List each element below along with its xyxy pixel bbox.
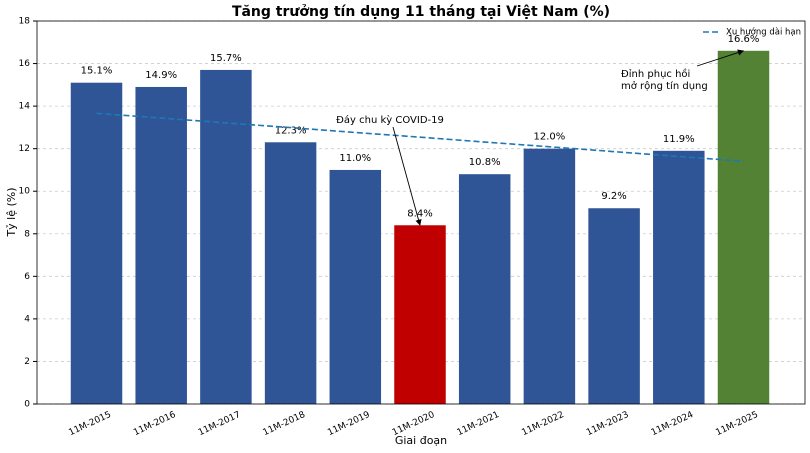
x-axis-label: Giai đoạn [395,434,447,447]
x-tick-label: 11M-2025 [714,410,759,438]
bar [264,142,317,405]
y-tick-label: 0 [24,400,30,410]
y-tick-label: 10 [19,187,31,197]
annotation: Đáy chu kỳ COVID-19 [336,114,444,126]
bar [135,86,187,404]
bar [200,69,252,404]
bar [523,148,576,404]
y-tick-label: 16 [19,59,31,69]
annotation-arrow [392,126,422,226]
x-tick-label: 11M-2019 [326,410,372,438]
bar [717,50,770,405]
value-label: 16.6% [728,34,760,45]
value-label: 15.1% [81,66,113,77]
trend-line [96,112,744,163]
y-axis-label: Tỷ lệ (%) [5,187,18,237]
y-tick-label: 14 [19,102,31,112]
y-tick-label: 8 [24,229,30,239]
bar [653,150,705,404]
bar [394,225,446,404]
y-tick-label: 4 [24,314,30,324]
y-tick-label: 12 [19,144,30,154]
legend: Xu hướng dài hạn [703,27,801,38]
plot-frame [36,20,806,405]
x-tick-label: 11M-2018 [262,410,308,438]
x-tick-label: 11M-2016 [132,410,178,438]
y-tick-label: 2 [24,357,30,367]
annotation: Đỉnh phục hồi [621,68,690,80]
bar [588,208,640,404]
x-tick-label: 11M-2015 [67,410,112,438]
bar [329,169,382,404]
value-label: 12.0% [534,132,566,143]
x-tick-label: 11M-2021 [456,410,501,438]
value-label: 10.8% [469,157,501,168]
x-tick-label: 11M-2017 [197,410,242,438]
bar [458,174,511,404]
value-label: 9.2% [601,191,626,202]
chart-title: Tăng trưởng tín dụng 11 tháng tại Việt N… [232,4,610,20]
value-label: 12.3% [275,125,307,136]
y-tick-label: 18 [19,17,31,27]
value-label: 11.0% [339,153,371,164]
annotation: mở rộng tín dụng [621,80,708,92]
y-tick-label: 6 [24,272,30,282]
value-label: 15.7% [210,53,242,64]
value-label: 8.4% [407,208,432,219]
x-tick-label: 11M-2023 [585,410,630,438]
value-label: 14.9% [145,70,177,81]
legend-label: Xu hướng dài hạn [726,27,801,38]
x-tick-label: 11M-2022 [520,410,565,438]
bar [70,82,123,404]
value-label: 11.9% [663,134,695,145]
annotation-arrow [696,49,745,67]
x-tick-label: 11M-2024 [650,410,696,438]
